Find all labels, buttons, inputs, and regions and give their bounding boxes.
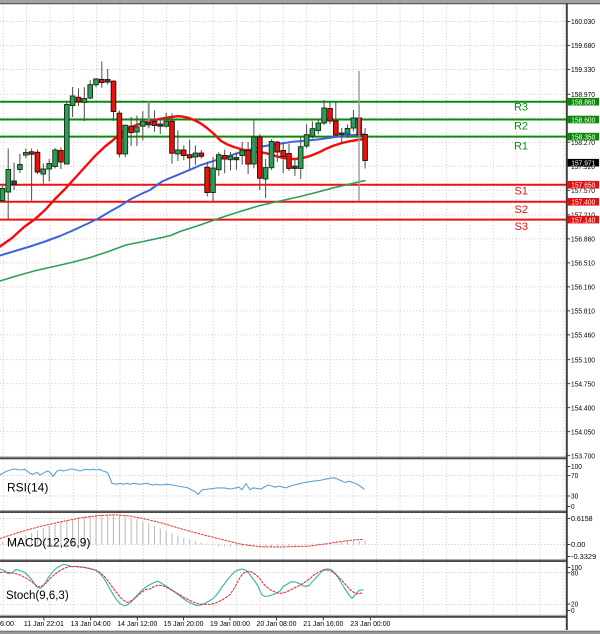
svg-text:MACD(12,26,9): MACD(12,26,9) bbox=[7, 536, 90, 550]
svg-text:159.680: 159.680 bbox=[571, 41, 595, 50]
svg-text:157.400: 157.400 bbox=[571, 198, 595, 207]
svg-text:-0.3329: -0.3329 bbox=[571, 552, 596, 561]
svg-text:160.030: 160.030 bbox=[571, 17, 595, 26]
svg-text:157.140: 157.140 bbox=[571, 215, 595, 224]
svg-text:158.860: 158.860 bbox=[571, 98, 595, 107]
svg-text:13 Jan 04:00: 13 Jan 04:00 bbox=[71, 619, 111, 628]
svg-text:154.750: 154.750 bbox=[571, 379, 595, 388]
svg-text:R2: R2 bbox=[514, 121, 528, 133]
svg-text:0.6158: 0.6158 bbox=[571, 514, 593, 523]
svg-text:153.700: 153.700 bbox=[571, 451, 595, 460]
svg-text:155.100: 155.100 bbox=[571, 355, 595, 364]
svg-text:RSI(14): RSI(14) bbox=[7, 481, 48, 495]
svg-text:157.210: 157.210 bbox=[571, 211, 595, 220]
svg-text:158.350: 158.350 bbox=[571, 132, 595, 141]
svg-text:Stoch(9,6,3): Stoch(9,6,3) bbox=[6, 590, 69, 602]
svg-text:156.160: 156.160 bbox=[571, 283, 595, 292]
svg-text:R1: R1 bbox=[514, 141, 528, 153]
svg-text:154.050: 154.050 bbox=[571, 427, 595, 436]
svg-text:156.510: 156.510 bbox=[571, 259, 595, 268]
svg-text:6:00: 6:00 bbox=[0, 619, 14, 628]
svg-text:159.330: 159.330 bbox=[571, 65, 595, 74]
svg-text:21 Jan 16:00: 21 Jan 16:00 bbox=[303, 619, 343, 628]
svg-text:23 Jan 00:00: 23 Jan 00:00 bbox=[350, 619, 390, 628]
svg-text:154.400: 154.400 bbox=[571, 403, 595, 412]
svg-text:80: 80 bbox=[571, 569, 578, 578]
svg-text:158.970: 158.970 bbox=[571, 90, 595, 99]
svg-text:157.971: 157.971 bbox=[571, 159, 595, 168]
svg-text:15 Jan 20:00: 15 Jan 20:00 bbox=[164, 619, 204, 628]
svg-text:157.650: 157.650 bbox=[571, 181, 595, 190]
svg-text:158.270: 158.270 bbox=[571, 138, 595, 147]
svg-text:S2: S2 bbox=[515, 204, 528, 216]
svg-text:20: 20 bbox=[571, 600, 578, 609]
svg-text:100: 100 bbox=[571, 563, 582, 572]
svg-text:157.570: 157.570 bbox=[571, 186, 595, 195]
svg-text:156.860: 156.860 bbox=[571, 235, 595, 244]
svg-text:R3: R3 bbox=[514, 101, 528, 113]
svg-text:70: 70 bbox=[571, 471, 578, 480]
svg-text:0.00: 0.00 bbox=[571, 540, 585, 549]
svg-text:0: 0 bbox=[571, 502, 575, 511]
svg-text:158.600: 158.600 bbox=[571, 115, 595, 124]
svg-text:19 Jan 00:00: 19 Jan 00:00 bbox=[210, 619, 250, 628]
svg-text:30: 30 bbox=[571, 492, 578, 501]
svg-text:155.460: 155.460 bbox=[571, 331, 595, 340]
svg-text:0: 0 bbox=[571, 606, 575, 615]
svg-text:S3: S3 bbox=[515, 221, 528, 233]
svg-text:100: 100 bbox=[571, 462, 582, 471]
svg-text:S1: S1 bbox=[515, 186, 528, 198]
svg-text:20 Jan 08:00: 20 Jan 08:00 bbox=[257, 619, 297, 628]
svg-text:11 Jan 22:01: 11 Jan 22:01 bbox=[24, 619, 64, 628]
svg-text:155.810: 155.810 bbox=[571, 307, 595, 316]
svg-text:14 Jan 12:00: 14 Jan 12:00 bbox=[117, 619, 157, 628]
